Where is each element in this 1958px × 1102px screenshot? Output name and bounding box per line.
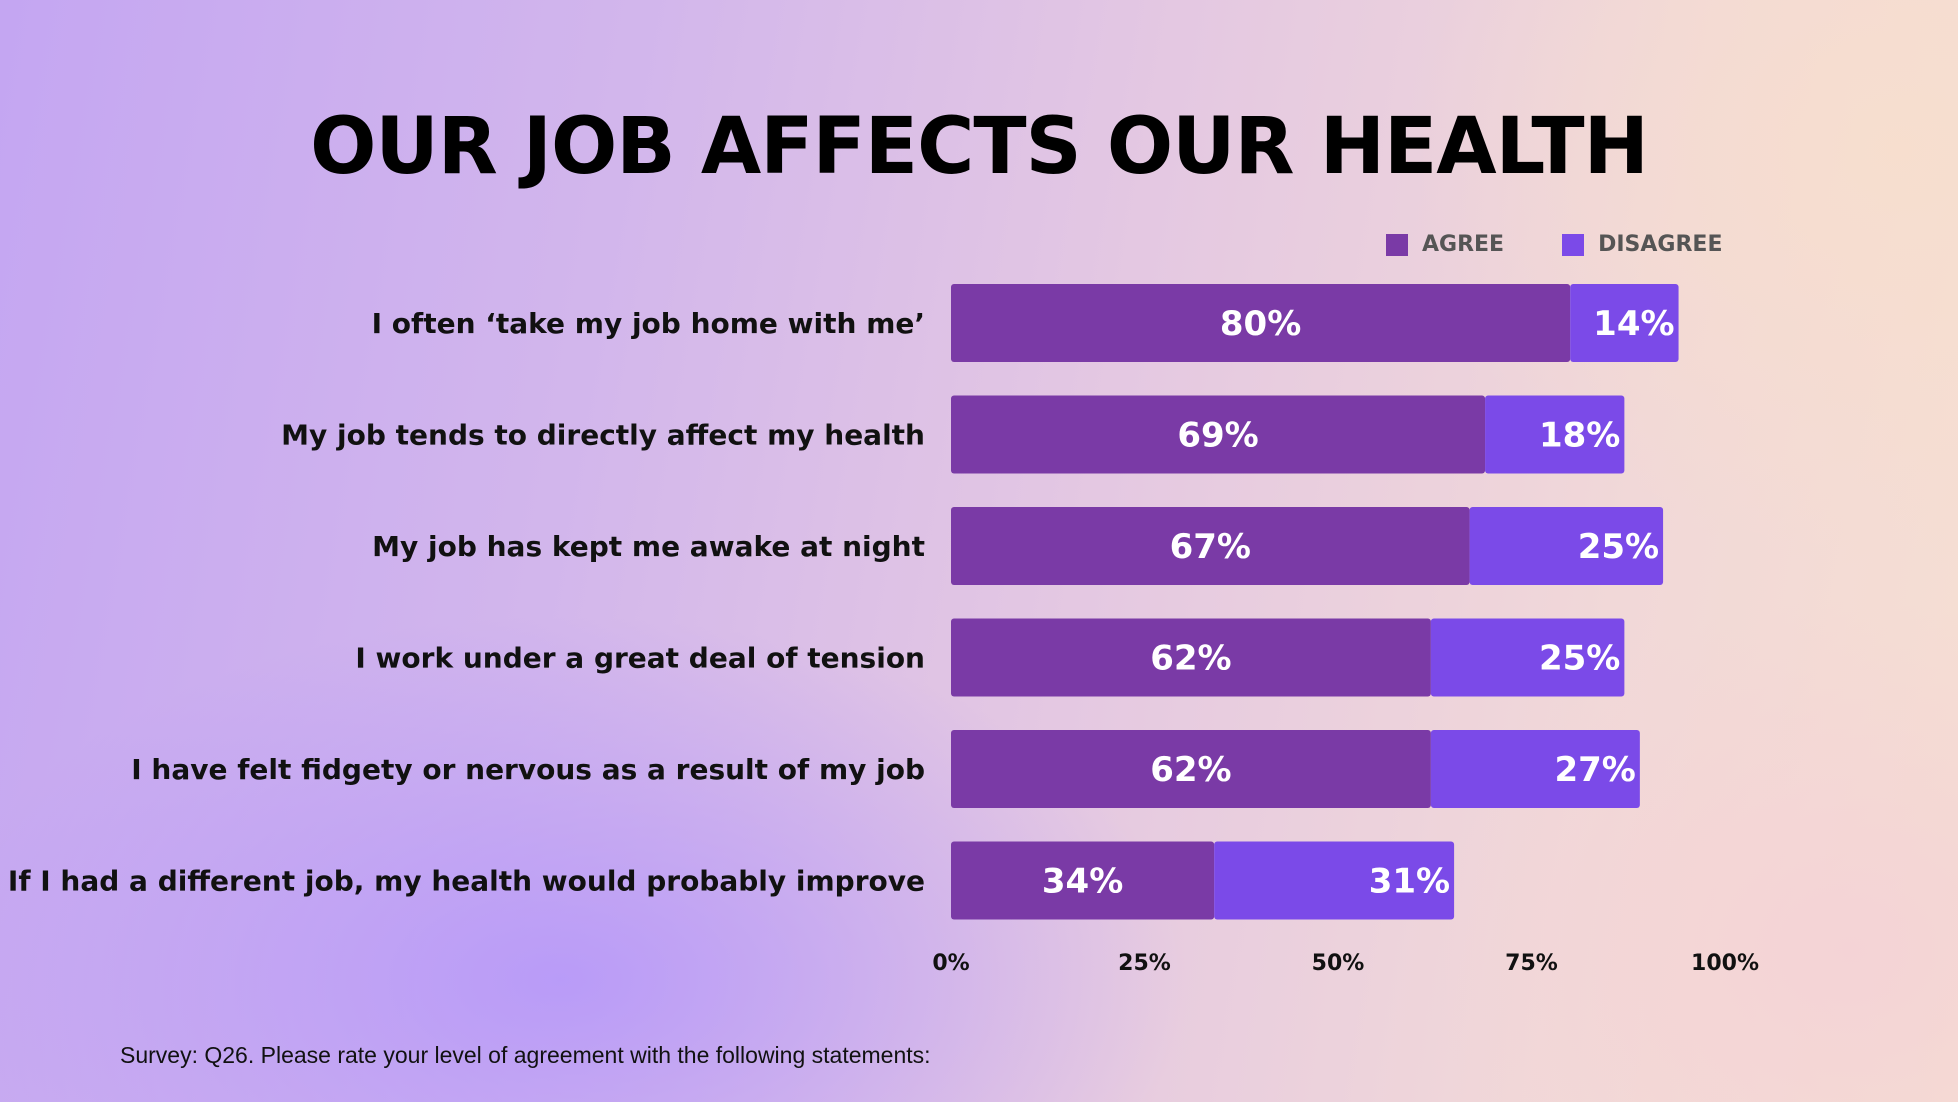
value-label-disagree: 27% — [1554, 750, 1635, 790]
value-label-disagree: 25% — [1539, 639, 1620, 679]
bar-row: I often ‘take my job home with me’ 80% 14% — [372, 284, 1679, 362]
legend: AGREE DISAGREE — [1386, 232, 1780, 257]
legend-label-disagree: DISAGREE — [1598, 232, 1723, 257]
chart-title: OUR JOB AFFECTS OUR HEALTH — [310, 102, 1649, 192]
bar-agree — [951, 618, 1431, 697]
bar-disagree — [1570, 284, 1679, 362]
bar-row: My job tends to directly affect my healt… — [281, 395, 1625, 474]
bar-disagree — [1430, 730, 1640, 808]
legend-item-agree: AGREE — [1386, 232, 1504, 257]
bar-agree — [951, 507, 1470, 585]
value-label-agree: 67% — [1170, 527, 1251, 567]
x-tick-label: 75% — [1505, 951, 1558, 976]
category-label: I often ‘take my job home with me’ — [372, 307, 925, 340]
category-label: My job tends to directly affect my healt… — [281, 419, 925, 452]
legend-swatch-disagree — [1562, 233, 1585, 256]
survey-footnote: Survey: Q26. Please rate your level of a… — [120, 1042, 931, 1068]
category-label: If I had a different job, my health woul… — [8, 865, 925, 898]
legend-swatch-agree — [1386, 233, 1408, 256]
x-tick-label: 25% — [1118, 951, 1171, 976]
category-label: My job has kept me awake at night — [372, 530, 925, 563]
value-label-disagree: 25% — [1578, 527, 1659, 567]
value-label-agree: 69% — [1177, 416, 1258, 456]
legend-label-agree: AGREE — [1422, 232, 1505, 257]
value-label-agree: 80% — [1220, 304, 1301, 344]
bar-agree — [951, 841, 1215, 920]
bar-agree — [951, 395, 1486, 474]
bar-agree — [951, 284, 1571, 362]
bar-row: I work under a great deal of tension 62% 2… — [355, 618, 1625, 697]
value-label-disagree: 14% — [1593, 304, 1674, 344]
x-tick-label: 50% — [1312, 951, 1365, 976]
value-label-agree: 62% — [1150, 750, 1231, 790]
bar-row: If I had a different job, my health woul… — [8, 841, 1455, 920]
value-label-disagree: 31% — [1369, 862, 1450, 902]
x-tick-label: 100% — [1691, 951, 1759, 976]
value-label-agree: 62% — [1150, 639, 1231, 679]
bar-agree — [951, 730, 1431, 808]
x-tick-label: 0% — [932, 951, 969, 976]
category-label: I work under a great deal of tension — [355, 642, 925, 675]
bar-disagree — [1214, 841, 1455, 920]
value-label-agree: 34% — [1042, 862, 1123, 902]
value-label-disagree: 18% — [1539, 416, 1620, 456]
bar-row: I have felt fidgety or nervous as a resu… — [131, 730, 1640, 808]
bar-disagree — [1430, 618, 1625, 697]
bar-disagree — [1469, 507, 1664, 585]
legend-item-disagree: DISAGREE — [1562, 232, 1722, 257]
category-label: I have felt fidgety or nervous as a resu… — [131, 753, 925, 786]
bar-disagree — [1485, 395, 1625, 474]
bar-row: My job has kept me awake at night 67% 25% — [372, 507, 1664, 585]
